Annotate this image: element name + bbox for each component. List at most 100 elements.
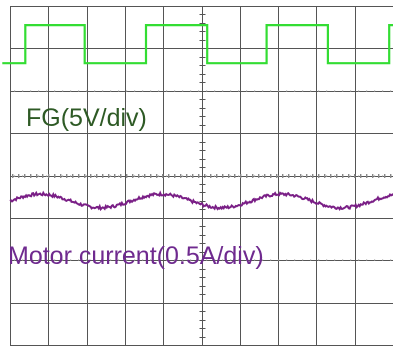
grid-dot xyxy=(382,259,384,261)
grid-dot xyxy=(102,90,104,92)
grid-dot xyxy=(118,90,120,92)
grid-dot xyxy=(14,175,16,177)
grid-dot xyxy=(222,90,224,92)
grid-dot xyxy=(158,175,160,177)
grid-dash xyxy=(18,174,20,178)
grid-dash xyxy=(108,174,110,178)
grid-dot xyxy=(358,175,360,177)
grid-dot xyxy=(118,175,120,177)
grid-dot xyxy=(302,259,304,261)
grid-dot xyxy=(78,90,80,92)
grid-dot xyxy=(102,259,104,261)
grid-dot xyxy=(374,90,376,92)
grid-dash xyxy=(48,174,50,178)
grid-dot xyxy=(22,175,24,177)
grid-dash xyxy=(90,174,92,178)
grid-dash xyxy=(282,174,284,178)
grid-dash xyxy=(330,174,332,178)
grid-dot xyxy=(126,259,128,261)
grid-dash xyxy=(240,174,242,178)
grid-dash xyxy=(318,174,320,178)
grid-dot xyxy=(86,175,88,177)
grid-dot xyxy=(310,175,312,177)
grid-dash xyxy=(348,174,350,178)
grid-dot xyxy=(86,259,88,261)
motor-current-trace xyxy=(9,190,393,212)
grid-dash xyxy=(150,174,152,178)
grid-dot xyxy=(358,90,360,92)
grid-dot xyxy=(190,175,192,177)
grid-dot xyxy=(286,259,288,261)
grid-dot xyxy=(70,175,72,177)
grid-dot xyxy=(190,90,192,92)
grid-dot xyxy=(214,90,216,92)
grid-dot xyxy=(214,175,216,177)
grid-dash xyxy=(294,174,296,178)
grid-dot xyxy=(310,90,312,92)
grid-dot xyxy=(62,175,64,177)
grid-dash xyxy=(114,174,116,178)
grid-dash xyxy=(186,174,188,178)
grid-dot xyxy=(86,90,88,92)
grid-dash xyxy=(168,174,170,178)
grid-dot xyxy=(230,175,232,177)
grid-dash xyxy=(216,174,218,178)
grid-dot xyxy=(142,175,144,177)
grid-dot xyxy=(30,259,32,261)
grid-dot xyxy=(198,90,200,92)
grid-dash xyxy=(276,174,278,178)
grid-dot xyxy=(182,175,184,177)
grid-dot xyxy=(262,90,264,92)
grid-dot xyxy=(94,259,96,261)
grid-dot xyxy=(374,259,376,261)
grid-dash xyxy=(12,174,14,178)
grid-dot xyxy=(150,90,152,92)
grid-dot xyxy=(246,259,248,261)
grid-dot xyxy=(166,90,168,92)
grid-dot xyxy=(358,259,360,261)
grid-dash xyxy=(30,174,32,178)
grid-dash xyxy=(84,174,86,178)
grid-dot xyxy=(382,175,384,177)
grid-dash xyxy=(222,174,224,178)
grid-dash xyxy=(54,174,56,178)
grid-dash xyxy=(36,174,38,178)
grid-dot xyxy=(366,90,368,92)
grid-dash xyxy=(180,174,182,178)
grid-dash xyxy=(366,174,368,178)
grid-dash xyxy=(96,174,98,178)
grid-dash xyxy=(324,174,326,178)
grid-dash xyxy=(198,174,200,178)
grid-dot xyxy=(110,175,112,177)
grid-dash xyxy=(312,174,314,178)
grid-dot xyxy=(390,259,392,261)
grid-dash xyxy=(126,174,128,178)
grid-dot xyxy=(294,259,296,261)
grid-dot xyxy=(222,259,224,261)
grid-dot xyxy=(318,259,320,261)
grid-dot xyxy=(246,90,248,92)
grid-dot xyxy=(238,259,240,261)
grid-dot xyxy=(94,90,96,92)
grid-dot xyxy=(206,90,208,92)
grid-dash xyxy=(228,174,230,178)
grid-dot xyxy=(110,259,112,261)
grid-dot xyxy=(142,90,144,92)
grid-dash xyxy=(360,174,362,178)
grid-dot xyxy=(182,259,184,261)
grid-dot xyxy=(206,259,208,261)
grid-dot xyxy=(110,90,112,92)
grid-dot xyxy=(54,259,56,261)
grid-dot xyxy=(134,175,136,177)
grid-dot xyxy=(134,90,136,92)
grid-dot xyxy=(134,259,136,261)
grid-dot xyxy=(46,175,48,177)
grid-dot xyxy=(334,90,336,92)
grid-dot xyxy=(350,259,352,261)
grid-dash xyxy=(210,174,212,178)
grid-dash xyxy=(60,174,62,178)
grid-dot xyxy=(62,90,64,92)
grid-dot xyxy=(14,259,16,261)
